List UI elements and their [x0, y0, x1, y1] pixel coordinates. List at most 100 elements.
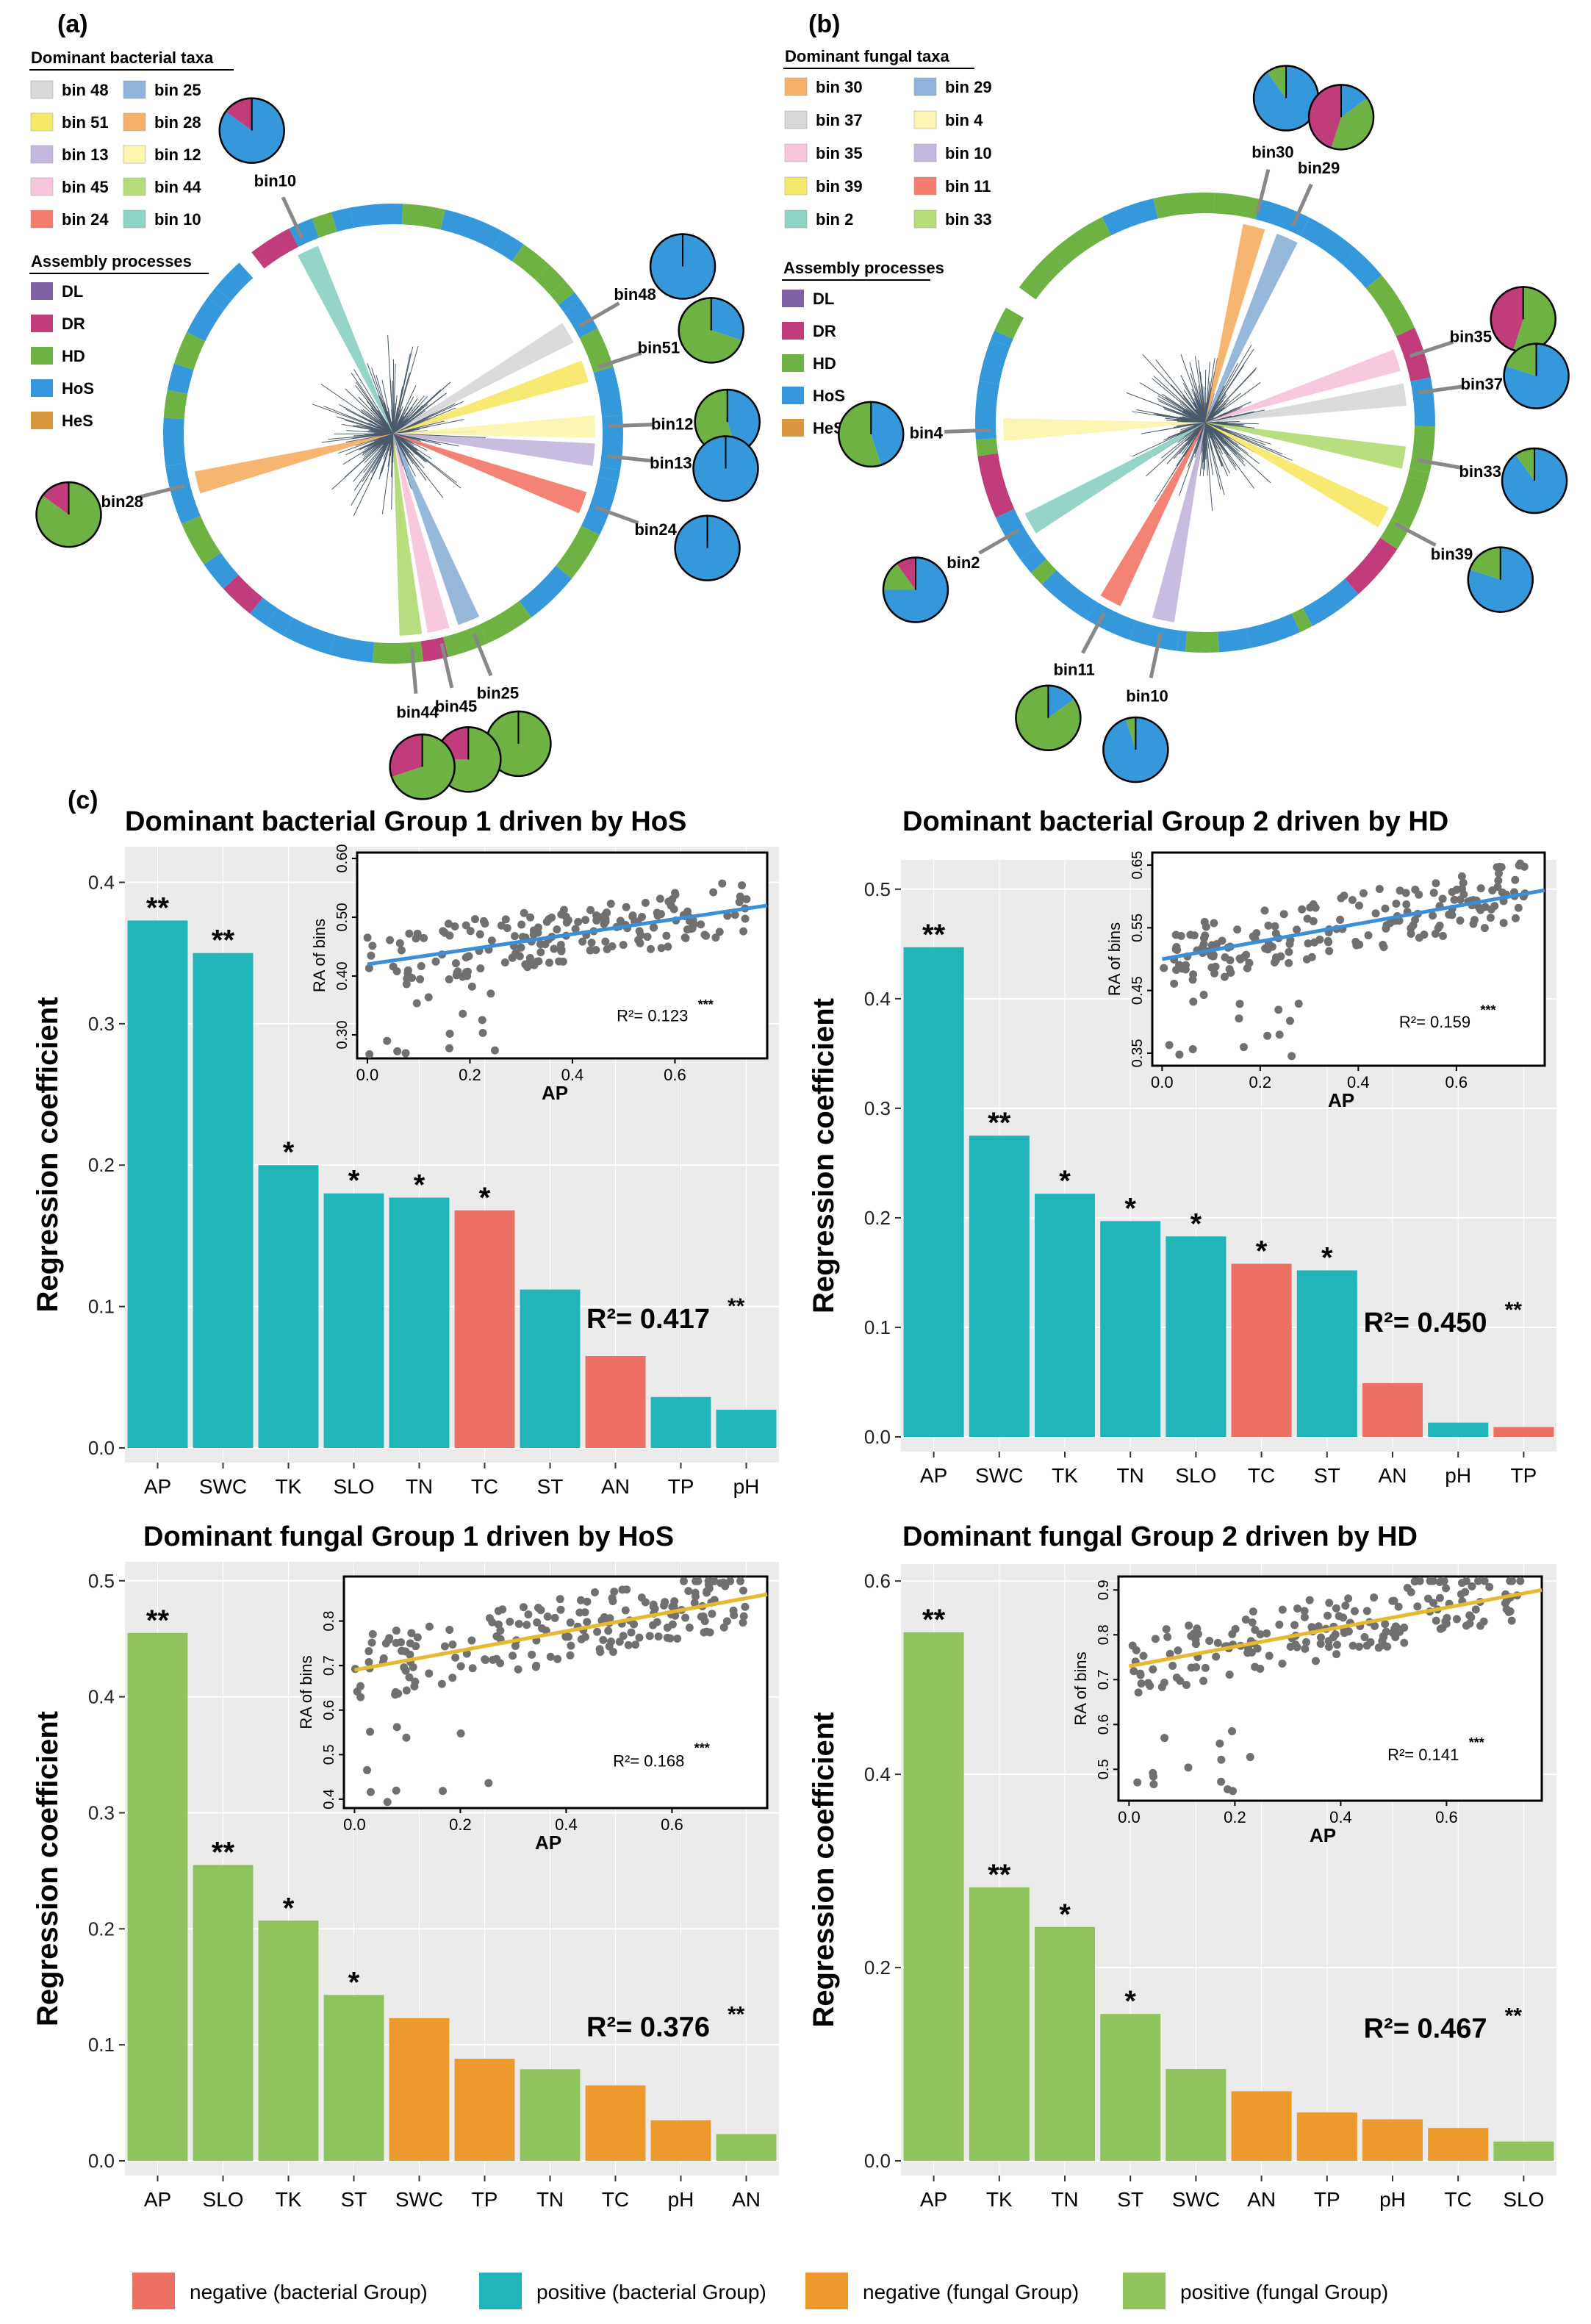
bar: [650, 2120, 711, 2161]
scatter-point: [1182, 1680, 1190, 1689]
tree-branch: [320, 384, 394, 434]
scatter-point: [1168, 1661, 1177, 1670]
scatter-point: [581, 916, 590, 925]
scatter-point: [575, 1608, 584, 1617]
taxon-label: bin33: [1459, 462, 1501, 481]
taxon-wedge: [1205, 423, 1389, 528]
bar: [1428, 1422, 1489, 1437]
scatter-point: [364, 964, 373, 972]
bottom-legend-label: negative (fungal Group): [863, 2281, 1079, 2303]
scatter-point: [679, 1577, 688, 1585]
scatter-point: [466, 927, 475, 936]
r-squared: R²= 0.417: [586, 1304, 710, 1335]
scatter-point: [1332, 1640, 1341, 1649]
scatter-point: [1265, 1651, 1274, 1660]
ring-segment: [331, 207, 354, 232]
taxon-wedge: [393, 434, 450, 633]
ring-segment: [283, 617, 335, 655]
ring-segment: [975, 438, 999, 456]
tree-branch: [1173, 422, 1206, 428]
scatter-point: [1442, 1619, 1451, 1628]
inset-y-tick-label: 0.9: [1096, 1579, 1112, 1600]
legend-swatch: [30, 112, 54, 132]
scatter-point: [1228, 1726, 1237, 1735]
legend-swatch: [123, 112, 146, 132]
scatter-point: [1235, 1000, 1244, 1008]
scatter-point: [514, 1620, 523, 1629]
taxon-arrow: [410, 648, 418, 694]
tree-branch: [1204, 422, 1214, 476]
scatter-point: [392, 1638, 401, 1647]
scatter-point: [1189, 1629, 1198, 1638]
significance-stars: **: [988, 1859, 1011, 1891]
legend-process-swatch: [782, 387, 804, 404]
scatter-point: [1263, 945, 1272, 954]
bar: [1493, 1427, 1554, 1437]
x-tick-label: TP: [472, 2188, 498, 2211]
x-tick-label: AP: [144, 2188, 171, 2211]
legend-process-label: HoS: [62, 379, 94, 398]
y-tick-label: 0.2: [88, 1918, 115, 1940]
y-tick-label: 0.0: [88, 1437, 115, 1459]
inset-x-tick-label: 0.0: [343, 1815, 366, 1834]
scatter-point: [1332, 1650, 1341, 1659]
bar: [1100, 1221, 1161, 1437]
tree-branch: [1204, 415, 1232, 423]
inset-y-tick-label: 0.5: [321, 1744, 337, 1765]
scatter-point: [631, 1640, 640, 1649]
scatter-point: [368, 1629, 377, 1638]
tree-branch: [392, 433, 409, 461]
scatter-point: [566, 1618, 575, 1627]
legend-swatch: [30, 145, 54, 164]
scatter-point: [367, 1638, 376, 1647]
inset-r-squared-significance: ***: [1469, 1735, 1484, 1750]
scatter-point: [1465, 1611, 1474, 1620]
bottom-legend-swatch: [805, 2273, 848, 2309]
scatter-point: [659, 1601, 668, 1610]
scatter-point: [1236, 955, 1245, 964]
scatter-point: [1388, 1596, 1397, 1605]
scatter-point: [670, 1597, 679, 1606]
scatter-point: [1165, 1041, 1174, 1050]
scatter-point: [1210, 969, 1219, 978]
scatter-point: [1324, 1643, 1333, 1651]
tree-branch: [355, 433, 394, 446]
scatter-point: [366, 1787, 375, 1796]
legend-item-label: bin 39: [816, 177, 863, 196]
legend-item-label: bin 12: [154, 146, 201, 164]
scatter-point: [1303, 914, 1312, 923]
taxon-label: bin45: [435, 697, 477, 715]
scatter-point: [1241, 1615, 1250, 1624]
tree-branch: [1204, 345, 1252, 423]
scatter-point: [1499, 919, 1508, 928]
taxon-wedge: [1205, 383, 1407, 423]
legend-process-swatch: [31, 379, 53, 397]
inset-x-tick-label: 0.6: [661, 1815, 683, 1834]
inset-r-squared-significance: ***: [694, 1740, 710, 1755]
legend-process-label: DL: [813, 290, 834, 308]
scatter-point: [417, 962, 425, 971]
scatter-point: [1436, 1624, 1445, 1633]
bar: [1296, 2112, 1357, 2161]
scatter-point: [657, 944, 666, 953]
inset-r-squared: R²= 0.159: [1399, 1013, 1470, 1031]
scatter-point: [654, 1632, 663, 1641]
scatter-point: [606, 900, 615, 908]
ring-segment: [312, 212, 337, 238]
scatter-point: [445, 975, 453, 983]
scatter-point: [1285, 958, 1293, 967]
scatter-point: [445, 1625, 454, 1634]
scatter-point: [1501, 1599, 1509, 1607]
x-tick-label: TP: [1511, 1464, 1537, 1487]
scatter-point: [739, 1586, 747, 1595]
inset-x-label: AP: [1310, 1824, 1336, 1846]
bar: [1166, 1236, 1227, 1437]
legend-process-swatch: [31, 412, 53, 429]
y-tick-label: 0.2: [864, 1957, 891, 1979]
scatter-point: [1133, 1778, 1142, 1787]
scatter-point: [1263, 1031, 1272, 1040]
scatter-point: [1293, 1643, 1301, 1651]
ring-segment: [1020, 547, 1046, 573]
scatter-point: [445, 1044, 453, 1052]
scatter-point: [1438, 894, 1447, 903]
